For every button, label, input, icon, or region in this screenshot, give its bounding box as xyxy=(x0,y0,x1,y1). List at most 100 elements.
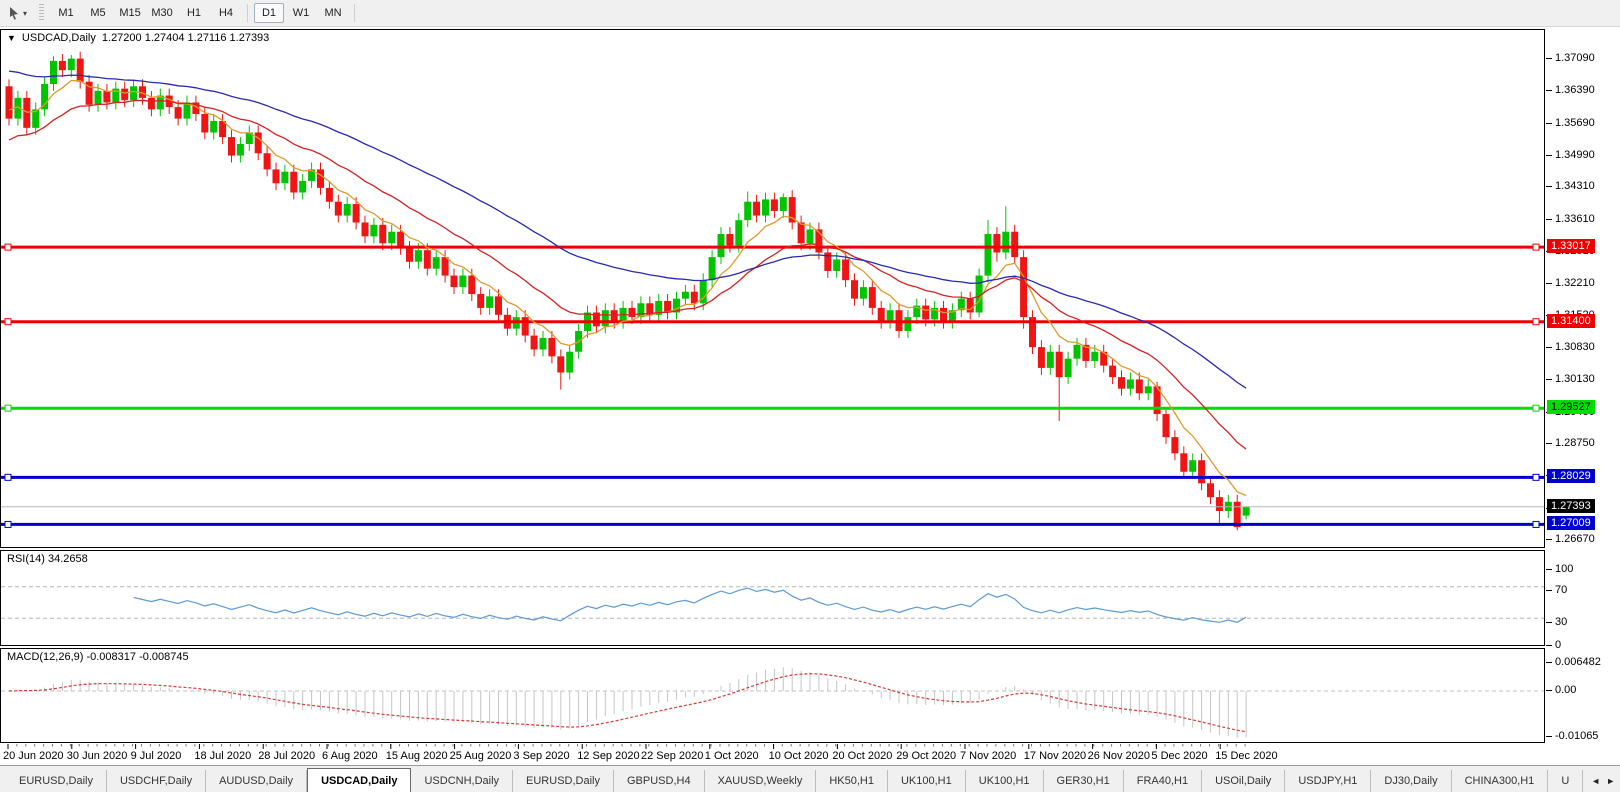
candle-body xyxy=(1082,344,1090,361)
tab-audusd-daily[interactable]: AUDUSD,Daily xyxy=(206,770,308,792)
candle-body xyxy=(219,120,227,138)
timeframe-button-m15[interactable]: M15 xyxy=(119,7,141,19)
date-label: 20 Oct 2020 xyxy=(832,750,893,762)
line-handle[interactable] xyxy=(1532,318,1540,326)
candle-body xyxy=(1046,351,1054,368)
candle-body xyxy=(797,222,805,244)
candle-body xyxy=(1037,347,1045,368)
axis-tick-mark xyxy=(1546,122,1552,124)
line-handle[interactable] xyxy=(4,243,12,251)
macd-indicator-panel[interactable]: MACD(12,26,9) -0.008317 -0.008745 xyxy=(0,648,1545,743)
tab-gbpusd-h4[interactable]: GBPUSD,H4 xyxy=(614,770,705,792)
pointer-tool-button[interactable]: ▾ xyxy=(3,2,31,24)
candle-body xyxy=(948,310,956,322)
macd-scale-label: -0.01065 xyxy=(1555,730,1599,742)
tab-uk100-h1-2[interactable]: UK100,H1 xyxy=(966,770,1044,792)
line-handle[interactable] xyxy=(4,404,12,412)
tab-dj30-daily[interactable]: DJ30,Daily xyxy=(1371,770,1452,792)
timeframe-button-m5[interactable]: M5 xyxy=(90,7,106,19)
tab-china300-h1[interactable]: CHINA300,H1 xyxy=(1452,770,1549,792)
date-axis[interactable]: 20 Jun 2020 30 Jun 2020 9 Jul 2020 18 Jul 2… xyxy=(0,744,1545,765)
timeframe-button-m1[interactable]: M1 xyxy=(58,7,74,19)
candle-body xyxy=(940,307,947,322)
candle-body xyxy=(1055,351,1063,378)
timeframe-button-w1[interactable]: W1 xyxy=(292,7,310,19)
candle-body xyxy=(397,231,405,248)
candle-body xyxy=(868,287,876,308)
date-label: 28 Jul 2020 xyxy=(258,750,316,762)
tab-usdchf-daily[interactable]: USDCHF,Daily xyxy=(107,770,207,792)
candle-body xyxy=(931,307,939,320)
timeframe-button-m30[interactable]: M30 xyxy=(151,7,173,19)
rsi-indicator-panel[interactable]: RSI(14) 34.2658 xyxy=(0,550,1545,646)
tab-usoil-daily[interactable]: USOil,Daily xyxy=(1202,770,1286,792)
candle-body xyxy=(343,204,351,216)
hline-price-label[interactable]: 1.29527 xyxy=(1547,400,1595,415)
tab-fra40-h1[interactable]: FRA40,H1 xyxy=(1124,770,1203,792)
candle-body xyxy=(806,229,814,244)
tab-eurusd-daily[interactable]: EURUSD,Daily xyxy=(6,770,107,792)
candle-body xyxy=(708,257,716,281)
timeframe-button-h1[interactable]: H1 xyxy=(186,7,202,19)
timeframe-button-h4[interactable]: H4 xyxy=(218,7,234,19)
line-handle[interactable] xyxy=(4,473,12,481)
date-label: 6 Aug 2020 xyxy=(322,750,378,762)
toolbar-drag-handle[interactable] xyxy=(39,4,45,22)
macd-scale-label: 0.006482 xyxy=(1555,656,1601,668)
date-label: 26 Nov 2020 xyxy=(1087,750,1150,762)
candle-body xyxy=(886,310,894,322)
candle-body xyxy=(815,229,823,253)
toolbar-separator xyxy=(247,4,249,22)
candle-body xyxy=(851,280,858,299)
tab-usdcad-daily[interactable]: USDCAD,Daily xyxy=(307,768,412,792)
timeframe-button-mn[interactable]: MN xyxy=(324,7,342,19)
current-price-label[interactable]: 1.27393 xyxy=(1547,498,1595,513)
candle-body xyxy=(637,303,645,318)
tab-ger30-h1[interactable]: GER30,H1 xyxy=(1044,770,1124,792)
line-handle[interactable] xyxy=(4,318,12,326)
date-label: 17 Nov 2020 xyxy=(1023,750,1087,762)
hline-price-label[interactable]: 1.31400 xyxy=(1547,313,1595,328)
candle-body xyxy=(655,300,663,315)
main-chart-panel[interactable]: ▼ USDCAD,Daily 1.27200 1.27404 1.27116 1… xyxy=(0,29,1545,548)
candle-body xyxy=(779,197,787,211)
line-handle[interactable] xyxy=(1532,520,1540,528)
line-handle[interactable] xyxy=(1532,243,1540,251)
tab-scroll-left-icon[interactable]: ◄ xyxy=(1591,776,1601,786)
collapse-arrow-icon[interactable]: ▼ xyxy=(7,33,16,43)
line-handle[interactable] xyxy=(1532,473,1540,481)
line-handle[interactable] xyxy=(1532,404,1540,412)
candle-body xyxy=(58,60,66,71)
hline-price-label[interactable]: 1.28029 xyxy=(1547,469,1595,484)
tab-usdjpy-h1[interactable]: USDJPY,H1 xyxy=(1285,770,1372,792)
tab-xauusd-weekly[interactable]: XAUUSD,Weekly xyxy=(705,770,817,792)
axis-tick-mark xyxy=(1546,283,1552,285)
tab-eurusd-daily-2[interactable]: EURUSD,Daily xyxy=(513,770,614,792)
rsi-line xyxy=(133,587,1247,623)
tab-uk100-h1[interactable]: UK100,H1 xyxy=(888,770,966,792)
tab-partial[interactable]: U xyxy=(1548,770,1584,792)
rsi-scale-label: 30 xyxy=(1555,616,1568,628)
candle-body xyxy=(681,291,689,299)
candle-body xyxy=(922,305,930,320)
axis-tick-mark xyxy=(1546,155,1552,157)
tab-usdcnh-daily[interactable]: USDCNH,Daily xyxy=(411,770,514,792)
hline-price-label[interactable]: 1.33017 xyxy=(1547,239,1595,254)
candle-body xyxy=(32,109,40,128)
hline-price-label[interactable]: 1.27009 xyxy=(1547,516,1595,531)
candle-body xyxy=(183,102,191,119)
tab-scroll-right-icon[interactable]: ► xyxy=(1606,776,1616,786)
axis-tick-mark xyxy=(1546,622,1552,623)
candle-body xyxy=(735,220,743,246)
line-handle[interactable] xyxy=(4,520,12,528)
chevron-down-icon[interactable]: ▾ xyxy=(23,8,28,18)
timeframe-button-d1[interactable]: D1 xyxy=(254,3,285,23)
candle-body xyxy=(1144,386,1152,394)
candlestick-chart-canvas[interactable] xyxy=(1,30,1544,547)
candle-body xyxy=(984,234,992,276)
candle-body xyxy=(317,169,324,188)
price-axis[interactable]: 1.37090 1.36390 1.35690 1.34990 1.34310 1.336… xyxy=(1546,29,1620,764)
tab-hk50-h1[interactable]: HK50,H1 xyxy=(816,770,888,792)
candle-body xyxy=(842,259,850,281)
axis-tick-mark xyxy=(1546,186,1552,188)
